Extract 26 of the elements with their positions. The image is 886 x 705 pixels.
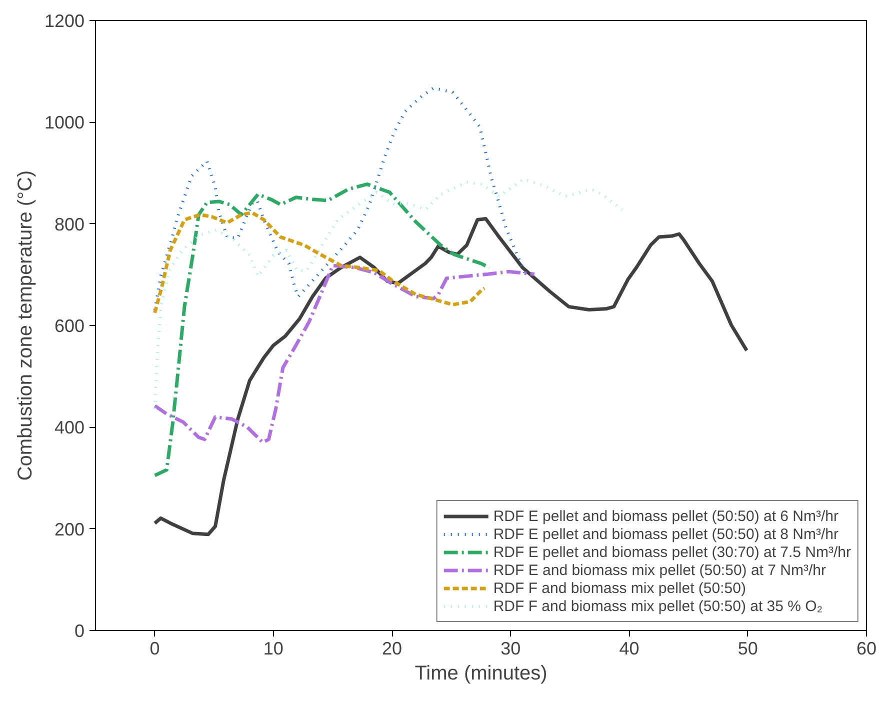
x-tick-label: 40 [619, 638, 640, 658]
line-series [153, 86, 528, 312]
x-tick-label: 50 [738, 638, 758, 658]
legend-label: RDF F and biomass mix pellet (50:50) [493, 579, 746, 597]
x-tick-label: 10 [263, 638, 284, 658]
x-tick-label: 0 [150, 638, 160, 658]
x-tick-label: 30 [500, 638, 521, 658]
x-axis-title: Time (minutes) [414, 662, 548, 684]
legend-label: RDF E and biomass mix pellet (50:50) at 7 Nm³/hr [493, 561, 826, 579]
legend-label: RDF E pellet and biomass pellet (30:70) at 7.5 Nm³/hr [493, 543, 851, 561]
y-tick-label: 400 [54, 418, 85, 438]
line-series [153, 178, 624, 410]
legend-label: RDF F and biomass mix pellet (50:50) at 35 % O₂ [493, 597, 823, 615]
legend-label: RDF E pellet and biomass pellet (50:50) at 8 Nm³/hr [493, 525, 838, 543]
y-tick-label: 0 [74, 621, 85, 641]
line-series [153, 210, 486, 315]
y-axis-title: Combustion zone temperature (°C) [14, 170, 36, 481]
x-tick-label: 20 [382, 638, 402, 658]
y-tick-label: 200 [54, 519, 85, 540]
y-tick-label: 600 [54, 316, 85, 336]
line-series [153, 264, 536, 444]
legend-label: RDF E pellet and biomass pellet (50:50) at 6 Nm³/hr [493, 507, 838, 525]
x-tick-label: 60 [856, 638, 877, 658]
y-tick-label: 1000 [44, 112, 85, 133]
y-tick-label: 800 [54, 214, 85, 234]
y-tick-label: 1200 [44, 11, 85, 31]
